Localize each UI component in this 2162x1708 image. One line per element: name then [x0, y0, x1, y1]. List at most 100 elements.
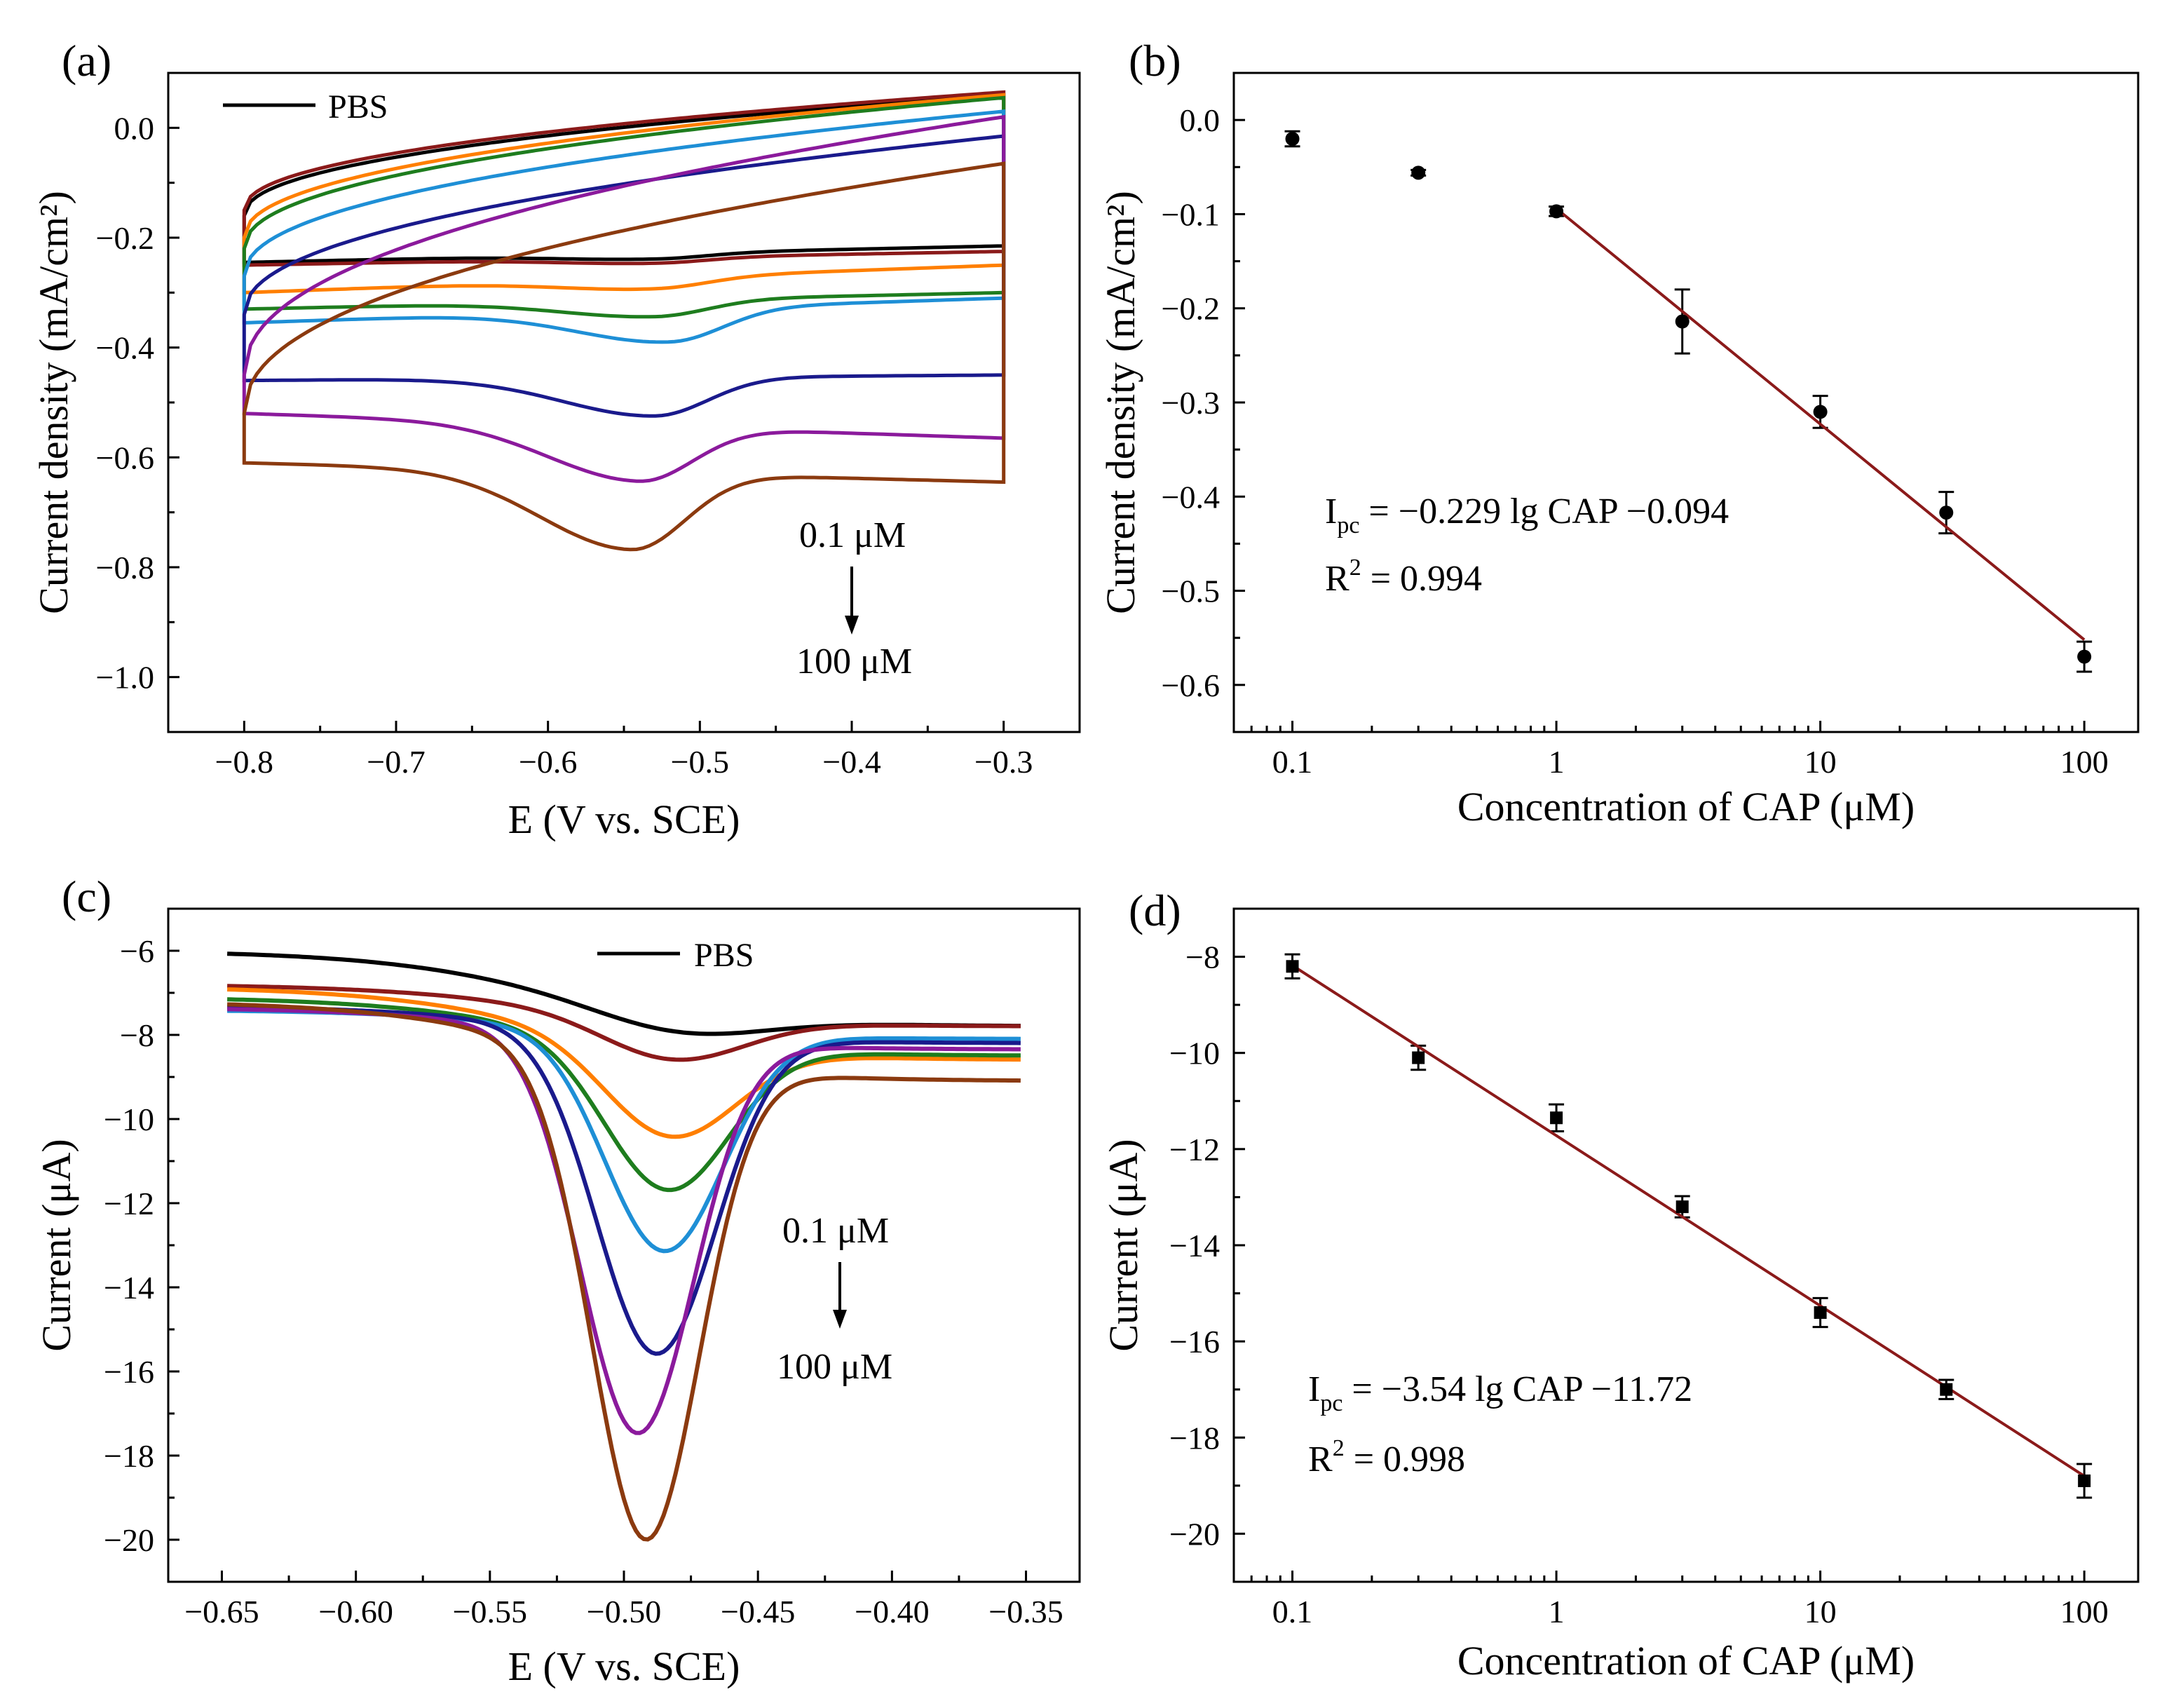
panel-d-ylabel: Current (μA)	[1101, 1139, 1146, 1351]
panel-d-ytick-label: −20	[1169, 1516, 1220, 1552]
panel-b-equation: Ipc = −0.229 lg CAP −0.094	[1325, 492, 1729, 538]
panel-c-curve-1	[227, 984, 1021, 1062]
panel-c-xtick-label: −0.35	[988, 1594, 1063, 1629]
panel-a-xtick-label: −0.5	[671, 744, 729, 780]
panel-a-curve-7	[242, 161, 1006, 552]
panel-a-curve-3	[242, 95, 1006, 319]
panel-c-ytick-label: −16	[104, 1354, 154, 1390]
panel-c-ytick-label: −18	[104, 1438, 154, 1474]
panel-d-xlabel: Concentration of CAP (μM)	[1457, 1638, 1915, 1683]
panel-c: (c) −0.65 −0.60 −0.55 −0.50 −0.45 −0.40 −0.35 …	[34, 872, 1081, 1689]
panel-d-ytick-label: −16	[1169, 1324, 1220, 1360]
panel-b-ytick-label: −0.6	[1162, 667, 1220, 703]
panel-b-point	[1285, 132, 1300, 146]
panel-c-curve-6	[227, 1007, 1021, 1435]
panel-a-curve-4	[242, 109, 1006, 344]
panel-a-ytick-label: −0.2	[96, 220, 154, 256]
panel-c-ytick-label: −12	[104, 1186, 154, 1221]
panel-b-point	[1939, 506, 1954, 520]
panel-d-point	[1814, 1306, 1827, 1319]
panel-c-ytick-label: −20	[104, 1522, 154, 1558]
panel-c-xtick-label: −0.50	[587, 1594, 661, 1629]
panel-b-xtick-label: 1	[1549, 744, 1565, 780]
panel-d-point	[1412, 1051, 1425, 1064]
panel-b-point	[1411, 165, 1426, 180]
panel-d-point	[1940, 1383, 1953, 1396]
panel-d: (d) 0.1 1 10 100 −8 −10 −12 −14 −16 −18 −20 Ipc =…	[1101, 886, 2140, 1683]
panel-c-curve-7	[227, 1002, 1021, 1542]
panel-a-curve-2	[242, 93, 1006, 294]
panel-c-annotation-bottom: 100 μM	[777, 1347, 892, 1387]
panel-d-equation: Ipc = −3.54 lg CAP −11.72	[1308, 1369, 1692, 1416]
panel-a-xtick-label: −0.8	[215, 744, 273, 780]
panel-a-annotation-bottom: 100 μM	[796, 642, 912, 682]
panel-b-point	[1549, 204, 1564, 219]
panel-a-annotation-top: 0.1 μM	[799, 515, 906, 555]
panel-b-ytick-label: −0.4	[1162, 479, 1220, 515]
panel-d-ytick-label: −14	[1169, 1228, 1220, 1263]
panel-b: (b) 0.1 1 10 100 0.0 −0.1 −0.2 −0.3 −0.4 −0.5 −0.…	[1098, 36, 2140, 829]
panel-c-legend-text: PBS	[694, 937, 754, 974]
panel-d-point	[1675, 1200, 1689, 1214]
panel-b-point	[1813, 405, 1828, 419]
panel-d-ytick-label: −12	[1169, 1132, 1220, 1167]
panel-c-arrow-head	[833, 1310, 847, 1329]
panel-a-ytick-label: −0.6	[96, 440, 154, 475]
panel-a-label: (a)	[62, 36, 111, 86]
panel-a-xtick-label: −0.4	[822, 744, 881, 780]
panel-d-ytick-label: −8	[1185, 940, 1220, 975]
panel-b-xlabel: Concentration of CAP (μM)	[1457, 784, 1915, 829]
panel-c-ytick-label: −10	[104, 1102, 154, 1137]
panel-d-point	[1550, 1111, 1563, 1125]
panel-b-point	[1675, 314, 1690, 329]
panel-d-xtick-label: 100	[2060, 1594, 2109, 1629]
panel-a-ylabel: Current density (mA/cm²)	[31, 191, 76, 614]
panel-b-frame	[1232, 72, 2140, 733]
panel-c-ytick-label: −6	[120, 933, 154, 969]
panel-b-ylabel: Current density (mA/cm²)	[1098, 191, 1143, 614]
panel-a-xtick-label: −0.3	[974, 744, 1033, 780]
panel-a-ytick-label: −0.4	[96, 330, 154, 366]
panel-c-curve-2	[226, 987, 1021, 1139]
panel-c-ytick-label: −14	[104, 1270, 154, 1306]
panel-a-arrow-head	[845, 616, 859, 635]
panel-d-ytick-label: −18	[1169, 1420, 1220, 1456]
panel-d-frame	[1232, 907, 2140, 1583]
panel-c-label: (c)	[62, 872, 111, 921]
panel-c-xtick-label: −0.40	[855, 1594, 929, 1629]
panel-c-xtick-label: −0.65	[184, 1594, 259, 1629]
panel-d-label: (d)	[1129, 886, 1181, 935]
panel-d-xtick-label: 1	[1549, 1594, 1565, 1629]
panel-b-xtick-label: 0.1	[1272, 744, 1313, 780]
panel-c-annotation-top: 0.1 μM	[782, 1211, 889, 1251]
panel-a-curve-6	[242, 114, 1006, 483]
panel-c-curve-3	[227, 997, 1021, 1193]
panel-c-xtick-label: −0.45	[721, 1594, 795, 1629]
panel-b-point	[2077, 649, 2092, 664]
panel-b-xtick-label: 100	[2060, 744, 2109, 780]
panel-d-xtick-label: 10	[1804, 1594, 1837, 1629]
panel-a-ytick-label: −1.0	[96, 660, 154, 696]
panel-a: (a) −0.8 −0.7 −0.6 −0.5 −0.4 −0.3 0.0 −0.2 −0.4…	[31, 36, 1081, 842]
panel-c-ytick-label: −8	[120, 1017, 154, 1053]
panel-b-label: (b)	[1129, 36, 1181, 86]
panel-a-xtick-label: −0.6	[519, 744, 577, 780]
panel-c-xtick-label: −0.60	[318, 1594, 393, 1629]
panel-b-r2: R2 = 0.994	[1325, 555, 1482, 599]
panel-d-point	[2078, 1475, 2091, 1487]
panel-b-fit-line	[1555, 207, 2086, 641]
panel-c-ylabel: Current (μA)	[34, 1139, 79, 1351]
panel-b-xtick-label: 10	[1804, 744, 1837, 780]
panel-b-ytick-label: −0.3	[1162, 385, 1220, 421]
panel-c-xtick-label: −0.55	[453, 1594, 527, 1629]
panel-d-ytick-label: −10	[1169, 1036, 1220, 1071]
panel-b-ytick-label: −0.1	[1162, 196, 1220, 232]
panel-d-r2: R2 = 0.998	[1308, 1435, 1465, 1479]
panel-b-ytick-label: −0.2	[1162, 291, 1220, 327]
panel-a-xlabel: E (V vs. SCE)	[508, 797, 740, 842]
panel-d-point	[1286, 960, 1299, 973]
panel-b-ytick-label: −0.5	[1162, 574, 1220, 609]
panel-d-xtick-label: 0.1	[1272, 1594, 1313, 1629]
panel-a-xtick-label: −0.7	[367, 744, 425, 780]
